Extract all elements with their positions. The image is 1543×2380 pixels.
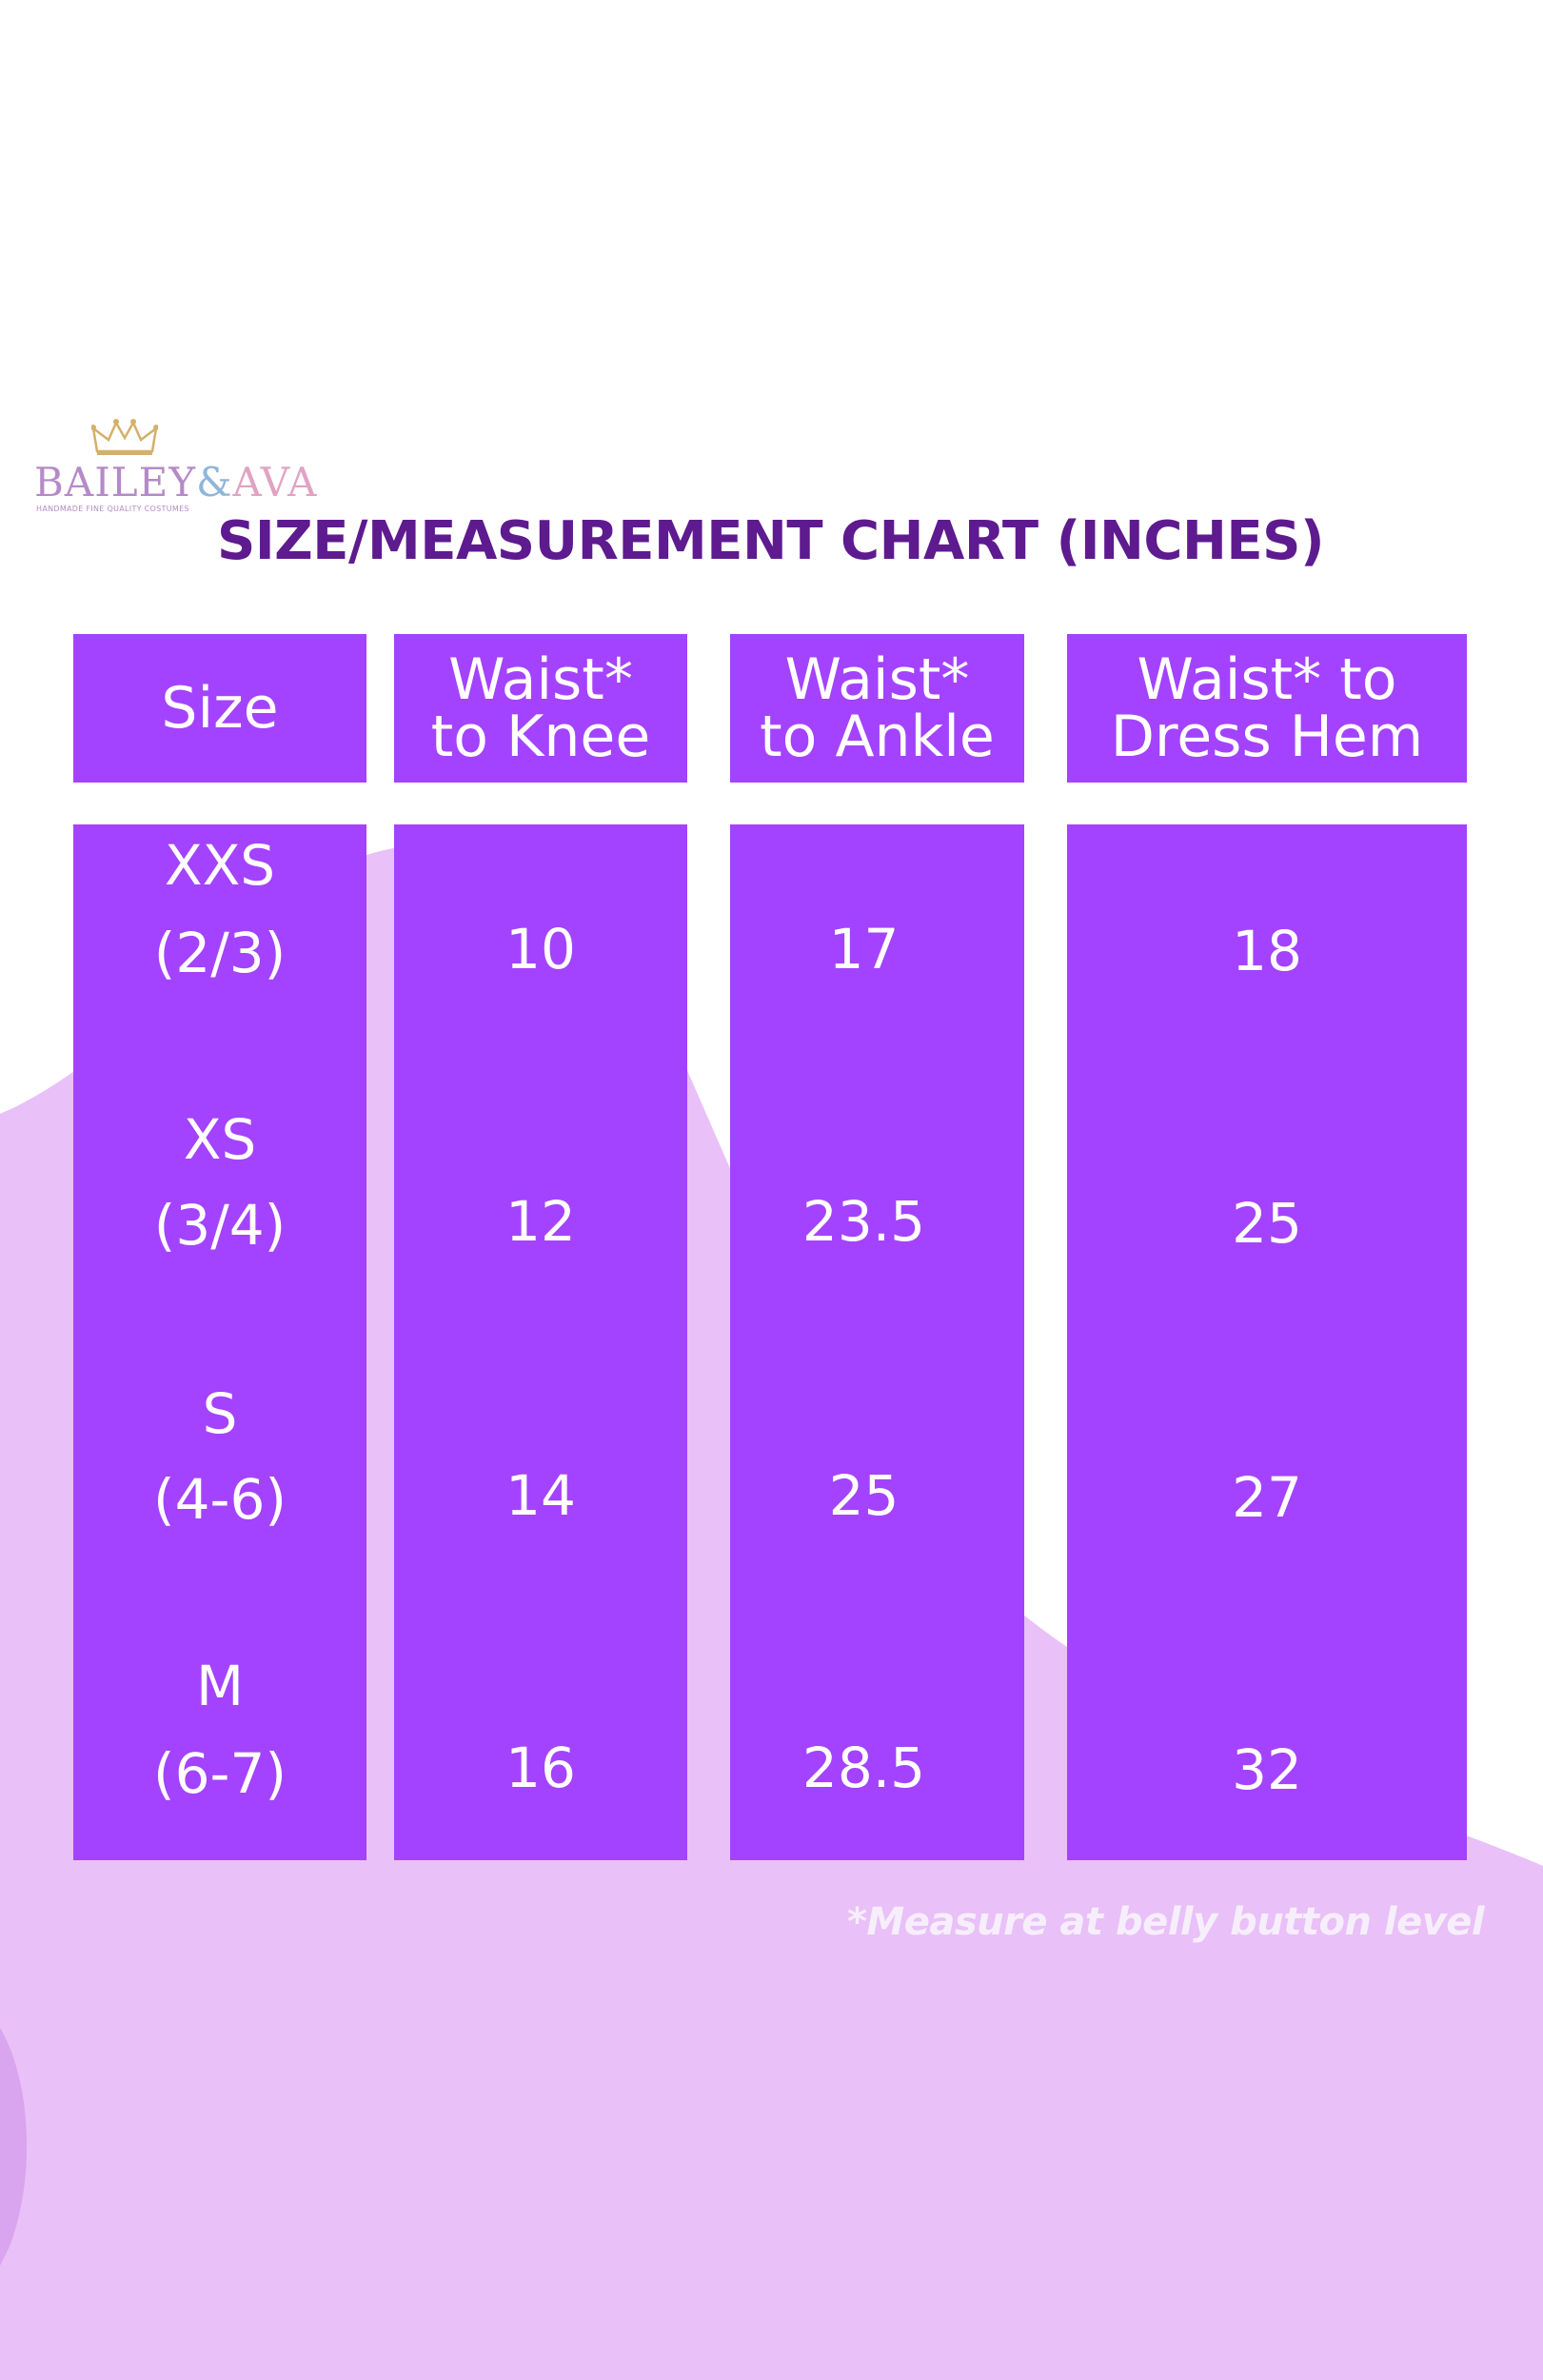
brand-name: BAILEY&AVA	[34, 459, 318, 506]
value-cell: 32	[1232, 1737, 1302, 1802]
value-cell: 14	[505, 1463, 576, 1528]
size-label: XXS	[164, 833, 276, 898]
value-cell: 23.5	[801, 1189, 926, 1254]
column-waist-to-dress-hem: 18 25 27 32	[1067, 824, 1467, 1860]
brand-logo: BAILEY&AVA HANDMADE FINE QUALITY COSTUME…	[34, 419, 318, 514]
footnote: *Measure at belly button level	[847, 1900, 1485, 1944]
size-age: (4-6)	[153, 1467, 287, 1532]
brand-tagline: HANDMADE FINE QUALITY COSTUMES	[36, 505, 189, 513]
header-waist-to-dress-hem: Waist* to Dress Hem	[1067, 634, 1467, 783]
column-size: XXS (2/3) XS (3/4) S (4-6) M (6-7)	[73, 824, 366, 1860]
value-cell: 25	[828, 1463, 900, 1528]
value-cell: 28.5	[801, 1735, 926, 1800]
value-cell: 16	[505, 1735, 576, 1800]
header-size: Size	[73, 634, 366, 783]
value-cell: 10	[505, 917, 576, 982]
value-cell: 18	[1232, 919, 1302, 983]
crown-icon	[91, 419, 158, 455]
value-cell: 12	[505, 1189, 576, 1254]
size-label: M	[195, 1654, 245, 1718]
page-title: SIZE/MEASUREMENT CHART (INCHES)	[217, 510, 1325, 572]
size-label: XS	[183, 1107, 257, 1172]
size-age: (2/3)	[153, 921, 287, 985]
value-cell: 25	[1232, 1191, 1302, 1256]
column-waist-to-knee: 10 12 14 16	[394, 824, 687, 1860]
header-waist-to-ankle: Waist* to Ankle	[730, 634, 1024, 783]
column-waist-to-ankle: 17 23.5 25 28.5	[730, 824, 1024, 1860]
size-age: (3/4)	[153, 1193, 287, 1258]
size-label: S	[202, 1381, 238, 1446]
value-cell: 17	[828, 917, 900, 982]
value-cell: 27	[1232, 1465, 1302, 1530]
header-waist-to-knee: Waist* to Knee	[394, 634, 687, 783]
size-age: (6-7)	[153, 1741, 287, 1806]
